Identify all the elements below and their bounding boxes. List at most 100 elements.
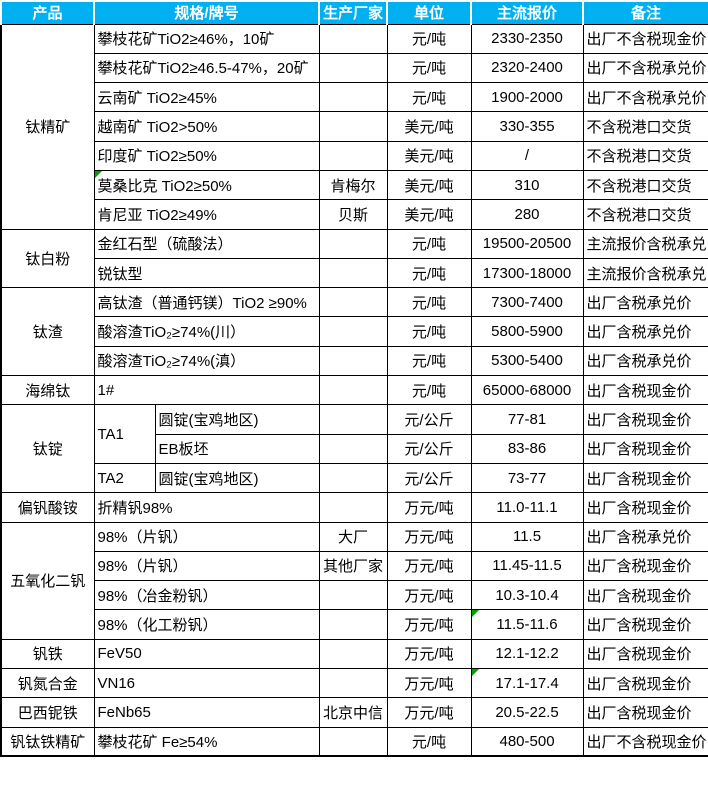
cell-text: 310: [514, 176, 540, 194]
spec-cell: VN16: [93, 668, 320, 699]
price-cell: 1900-2000: [470, 82, 584, 113]
cell-text: 美元/吨: [404, 206, 454, 224]
cell-text: 高钛渣（普通钙镁）TiO2 ≥90%: [97, 294, 307, 312]
note-cell: 出厂含税现金价: [582, 580, 708, 611]
cell-text: 巴西铌铁: [17, 704, 78, 722]
price-cell: 10.3-10.4: [470, 580, 584, 611]
unit-cell: 元/吨: [386, 228, 472, 259]
cell-text: 77-81: [507, 411, 547, 428]
cell-text: 出厂含税现金价: [586, 441, 692, 459]
cell-text: 不含税港口交货: [586, 148, 692, 166]
unit-cell: 美元/吨: [386, 199, 472, 230]
cell-text: 元/吨: [411, 60, 447, 78]
cell-text: 元/吨: [411, 89, 447, 107]
cell-text: 12.1-12.2: [495, 645, 559, 663]
product-cell: 钒铁: [0, 638, 95, 670]
cell-text: /: [524, 147, 530, 165]
product-cell: 五氧化二钒: [0, 521, 95, 640]
cell-text: 金红石型（硫酸法）: [97, 236, 233, 254]
cell-text: 330-355: [499, 118, 555, 136]
spec-cell: FeV50: [93, 638, 320, 670]
manufacturer-cell: [318, 668, 388, 699]
note-cell: 出厂含税现金价: [582, 492, 708, 523]
spec-cell: FeNb65: [93, 697, 320, 728]
cell-text: 5300-5400: [491, 352, 563, 370]
note-cell: 出厂含税现金价: [582, 404, 708, 435]
cell-text: 万元/吨: [404, 675, 454, 693]
cell-text: 酸溶渣TiO₂≥74%(川）: [97, 324, 246, 342]
cell-text: 主流报价含税承兑: [586, 236, 707, 254]
note-cell: 出厂含税现金价: [582, 462, 708, 494]
manufacturer-cell: [318, 580, 388, 611]
unit-cell: 万元/吨: [386, 550, 472, 582]
unit-cell: 元/吨: [386, 316, 472, 347]
manufacturer-cell: 大厂: [318, 521, 388, 552]
cell-text: 圆锭(宝鸡地区): [158, 470, 259, 488]
price-cell: 20.5-22.5: [470, 697, 584, 728]
manufacturer-cell: [318, 23, 388, 54]
table-row: 五氧化二钒 98%（片钒） 大厂 万元/吨 11.5 出厂含税承兑价: [0, 521, 708, 640]
cell-text: 酸溶渣TiO₂≥74%(滇）: [97, 353, 246, 371]
spec-cell: 折精钒98%: [93, 492, 320, 523]
price-cell: 83-86: [470, 433, 584, 464]
cell-text: 越南矿 TiO2>50%: [97, 119, 218, 137]
cell-text: 美元/吨: [404, 177, 454, 195]
price-cell: 5800-5900: [470, 316, 584, 347]
price-cell: 12.1-12.2: [470, 638, 584, 670]
note-cell: 出厂不含税承兑价: [582, 82, 708, 113]
cell-text: 出厂含税现金价: [586, 704, 692, 722]
col-header-spec: 规格/牌号: [92, 0, 321, 25]
cell-text: 83-86: [507, 440, 547, 458]
grade-cell: TA1: [93, 404, 156, 464]
spec-cell: 圆锭(宝鸡地区): [154, 404, 320, 435]
cell-text: 元/公斤: [404, 412, 454, 429]
price-cell: 65000-68000: [470, 375, 584, 406]
note-cell: 出厂不含税现金价: [582, 726, 708, 757]
price-cell: 7300-7400: [470, 287, 584, 318]
manufacturer-cell: 肯梅尔: [318, 169, 388, 201]
price-cell: 17300-18000: [470, 257, 584, 289]
table-row: 钛白粉 金红石型（硫酸法） 元/吨 19500-20500 主流报价含税承兑: [0, 228, 708, 289]
cell-text: 10.3-10.4: [495, 586, 559, 604]
price-cell: 11.5: [470, 521, 584, 552]
cell-text: 偏钒酸铵: [17, 499, 78, 517]
cell-text: 莫桑比克 TiO2≥50%: [97, 177, 232, 195]
col-header-product: 产品: [0, 0, 95, 25]
cell-text: 1900-2000: [491, 88, 563, 106]
spec-cell: 印度矿 TiO2≥50%: [93, 140, 320, 171]
cell-corner-flag-icon: [95, 171, 102, 178]
cell-text: 主流报价含税承兑: [586, 265, 707, 283]
cell-text: 20.5-22.5: [495, 703, 559, 721]
cell-text: 元/吨: [411, 353, 447, 371]
cell-text: 元/公斤: [404, 470, 454, 488]
cell-text: 万元/吨: [404, 646, 454, 664]
price-cell: 17.1-17.4: [470, 668, 584, 699]
unit-cell: 元/吨: [386, 345, 472, 377]
spec-cell: 高钛渣（普通钙镁）TiO2 ≥90%: [93, 287, 320, 318]
cell-text: 万元/吨: [404, 617, 454, 635]
cell-text: 圆锭(宝鸡地区): [158, 412, 259, 429]
manufacturer-cell: [318, 462, 388, 494]
cell-text: 出厂含税现金价: [586, 558, 692, 576]
note-cell: 不含税港口交货: [582, 111, 708, 142]
cell-text: 钒铁: [32, 646, 63, 664]
cell-text: 万元/吨: [404, 558, 454, 576]
cell-text: 美元/吨: [404, 119, 454, 137]
cell-text: 73-77: [507, 469, 547, 487]
table-row: 钛精矿 攀枝花矿TiO2≥46%，10矿 元/吨 2330-2350 出厂不含税现金价: [0, 23, 708, 230]
cell-text: 印度矿 TiO2≥50%: [97, 148, 217, 166]
unit-cell: 美元/吨: [386, 169, 472, 201]
cell-text: 美元/吨: [404, 148, 454, 166]
cell-text: 480-500: [499, 733, 555, 751]
unit-cell: 万元/吨: [386, 697, 472, 728]
unit-cell: 元/吨: [386, 23, 472, 54]
cell-text: 万元/吨: [404, 529, 454, 547]
unit-cell: 元/吨: [386, 287, 472, 318]
table-row: 酸溶渣TiO₂≥74%(川） 元/吨 5800-5900 出厂含税承兑价: [1, 316, 708, 347]
manufacturer-cell: 北京中信: [318, 697, 388, 728]
cell-text: 17.1-17.4: [495, 674, 559, 692]
cell-text: 出厂含税现金价: [586, 499, 692, 517]
cell-text: 出厂含税承兑价: [586, 353, 692, 371]
cell-text: 其他厂家: [323, 558, 384, 576]
